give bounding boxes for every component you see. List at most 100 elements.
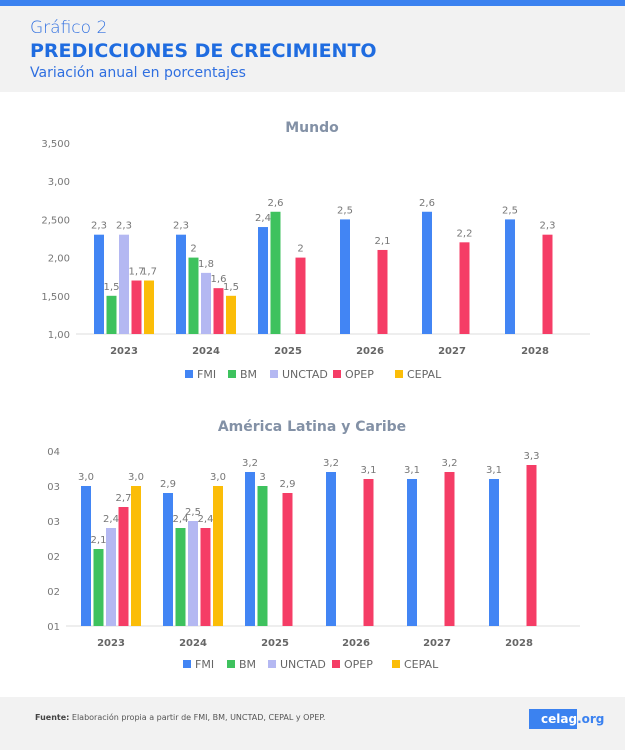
data-label: 2,3 <box>540 221 556 232</box>
bar-opep <box>542 234 553 334</box>
data-label: 2,3 <box>116 221 132 232</box>
data-label: 3,0 <box>78 472 94 483</box>
x-tick-label: 2026 <box>356 346 384 357</box>
bar-fmi <box>505 219 515 334</box>
y-tick-label: 1,00 <box>48 330 70 341</box>
x-tick-label: 2027 <box>423 638 451 649</box>
y-tick-label: 3,00 <box>48 177 70 188</box>
x-tick-label: 2023 <box>110 346 138 357</box>
legend-label-bm: BM <box>239 658 256 671</box>
data-label: 2 <box>190 244 196 255</box>
source-label: Fuente: <box>35 713 70 722</box>
logo-part-a: celag <box>529 709 578 729</box>
bar-fmi <box>258 227 268 334</box>
bar-bm <box>270 211 281 334</box>
bar-fmi <box>326 472 336 626</box>
data-label: 1,7 <box>129 267 145 278</box>
x-tick-label: 2024 <box>179 638 207 649</box>
bar-opep <box>526 465 537 626</box>
bar-opep <box>131 280 142 334</box>
bar-fmi <box>176 234 186 334</box>
bar-unctad <box>201 272 211 334</box>
legend-swatch-fmi <box>185 370 193 378</box>
data-label: 2 <box>297 244 303 255</box>
legend-label-unctad: UNCTAD <box>282 368 328 381</box>
legend-swatch-cepal <box>392 660 400 668</box>
data-label: 2,9 <box>160 479 176 490</box>
y-tick-label: 02 <box>47 552 60 563</box>
bar-unctad <box>119 234 129 334</box>
legend-label-unctad: UNCTAD <box>280 658 326 671</box>
data-label: 1,8 <box>198 259 214 270</box>
data-label: 3,3 <box>524 451 540 462</box>
chart-title: Mundo <box>285 120 339 136</box>
data-label: 3,0 <box>128 472 144 483</box>
data-label: 2,7 <box>116 493 132 504</box>
bar-cepal <box>144 280 154 334</box>
bar-opep <box>200 528 211 626</box>
bar-bm <box>106 295 117 334</box>
logo-part-b: .org <box>577 712 605 726</box>
bar-cepal <box>131 486 141 626</box>
y-tick-label: 03 <box>47 517 60 528</box>
header: Gráfico 2 PREDICCIONES DE CRECIMIENTO Va… <box>0 6 625 92</box>
x-tick-label: 2024 <box>192 346 220 357</box>
data-label: 1,5 <box>223 282 239 293</box>
x-tick-label: 2023 <box>97 638 125 649</box>
data-label: 2,5 <box>185 507 201 518</box>
source-note: Fuente: Elaboración propia a partir de F… <box>35 713 325 722</box>
bar-bm <box>93 549 104 626</box>
x-tick-label: 2028 <box>521 346 549 357</box>
data-label: 2,2 <box>457 228 473 239</box>
legend-swatch-unctad <box>268 660 276 668</box>
y-tick-label: 04 <box>47 447 60 458</box>
bar-fmi <box>340 219 350 334</box>
x-tick-label: 2026 <box>342 638 370 649</box>
data-label: 2,4 <box>198 514 214 525</box>
data-label: 2,4 <box>173 514 189 525</box>
bar-opep <box>444 472 455 626</box>
bar-unctad <box>188 521 198 626</box>
x-tick-label: 2025 <box>261 638 289 649</box>
data-label: 2,1 <box>91 535 107 546</box>
bar-fmi <box>163 493 173 626</box>
bar-fmi <box>407 479 417 626</box>
y-tick-label: 03 <box>47 482 60 493</box>
bar-opep <box>295 257 306 334</box>
y-tick-label: 2,500 <box>41 215 70 226</box>
data-label: 3,1 <box>486 465 502 476</box>
y-tick-label: 02 <box>47 587 60 598</box>
data-label: 2,3 <box>173 221 189 232</box>
source-text: Elaboración propia a partir de FMI, BM, … <box>69 713 326 722</box>
y-tick-label: 01 <box>47 622 60 633</box>
data-label: 2,5 <box>337 205 353 216</box>
x-tick-label: 2027 <box>438 346 466 357</box>
celag-logo[interactable]: celag.org <box>529 709 604 729</box>
footer: Fuente: Elaboración propia a partir de F… <box>0 697 625 750</box>
bar-fmi <box>81 486 91 626</box>
chart-america-latina: América Latina y Caribe 01 02 02 03 03 04 2023 3… <box>47 419 580 671</box>
data-label: 3,2 <box>242 458 258 469</box>
bar-opep <box>363 479 374 626</box>
y-tick-label: 3,500 <box>41 139 70 150</box>
data-label: 3,2 <box>442 458 458 469</box>
legend-swatch-unctad <box>270 370 278 378</box>
data-label: 2,6 <box>419 198 435 209</box>
legend-label-fmi: FMI <box>195 658 214 671</box>
bar-bm <box>188 257 199 334</box>
data-label: 3,0 <box>210 472 226 483</box>
bar-cepal <box>213 486 223 626</box>
data-label: 2,9 <box>280 479 296 490</box>
data-label: 2,3 <box>91 221 107 232</box>
y-tick-label: 1,500 <box>41 292 70 303</box>
legend-label-opep: OPEP <box>345 368 374 381</box>
data-label: 2,5 <box>502 205 518 216</box>
data-label: 1,6 <box>211 274 227 285</box>
x-tick-label: 2028 <box>505 638 533 649</box>
data-label: 2,4 <box>255 213 271 224</box>
legend-swatch-cepal <box>395 370 403 378</box>
legend-label-opep: OPEP <box>344 658 373 671</box>
page-subtitle: Variación anual en porcentajes <box>30 65 246 81</box>
bar-opep <box>118 507 129 626</box>
bar-unctad <box>106 528 116 626</box>
